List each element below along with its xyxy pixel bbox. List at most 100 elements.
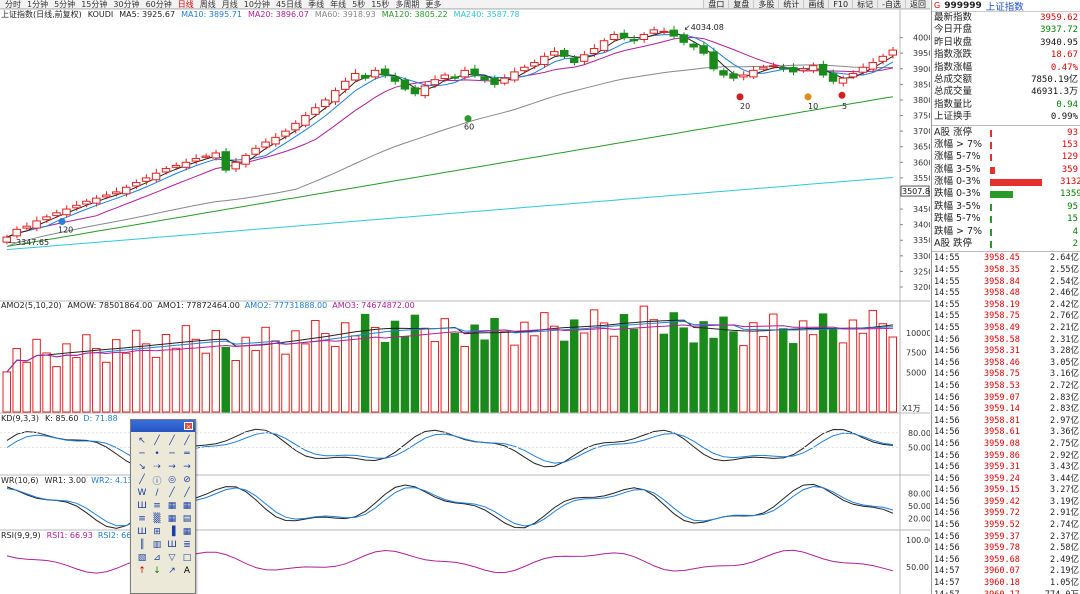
tick-row[interactable]: 14:56 3958.61 3.36亿 <box>932 427 1080 439</box>
period-5[interactable]: 60分钟 <box>145 0 172 9</box>
draw-tool-4-icon[interactable]: ─ <box>139 449 145 459</box>
draw-tool-9-icon[interactable]: ⇢ <box>153 462 161 472</box>
period-14[interactable]: 15秒 <box>371 0 390 9</box>
tool-button-8[interactable]: 返回 <box>905 0 930 8</box>
draw-tool-43-icon[interactable]: A <box>183 566 191 576</box>
tick-row[interactable]: 14:56 3958.31 3.28亿 <box>932 346 1080 358</box>
draw-tool-34-icon[interactable]: Ш <box>167 540 177 550</box>
tick-row[interactable]: 14:55 3958.49 2.21亿 <box>932 323 1080 335</box>
draw-tool-39-icon[interactable]: □ <box>182 553 192 563</box>
period-15[interactable]: 多周期 <box>395 0 420 9</box>
period-7[interactable]: 周线 <box>199 0 216 9</box>
draw-tool-33-icon[interactable]: ▥ <box>152 540 162 550</box>
chart-area[interactable]: 4000 3950 3900 3850 3800 3750 3700 3650 3600 3550… <box>0 9 930 594</box>
tick-row[interactable]: 14:55 3958.45 2.64亿 <box>932 253 1080 265</box>
period-10[interactable]: 45日线 <box>275 0 303 9</box>
draw-tool-24-icon[interactable]: ≡ <box>138 514 146 524</box>
draw-tool-8-icon[interactable]: ↘ <box>138 462 146 472</box>
draw-tool-2-icon[interactable]: ╱ <box>169 436 175 446</box>
draw-tool-0-icon[interactable]: ↖ <box>138 436 146 446</box>
kline-chart-svg[interactable]: 4000 3950 3900 3850 3800 3750 3700 3650 3600 3550… <box>0 9 930 594</box>
tick-row[interactable]: 14:56 3959.24 3.44亿 <box>932 474 1080 486</box>
draw-tool-28-icon[interactable]: Ш <box>137 527 147 537</box>
toolbox-titlebar[interactable]: × <box>131 420 195 432</box>
tool-button-0[interactable]: 盘口 <box>703 0 729 8</box>
tick-row[interactable]: 14:56 3959.68 2.49亿 <box>932 555 1080 567</box>
tick-row[interactable]: 14:55 3958.75 2.76亿 <box>932 311 1080 323</box>
tool-button-1[interactable]: 复盘 <box>728 0 754 8</box>
period-9[interactable]: 10分钟 <box>243 0 270 9</box>
period-3[interactable]: 15分钟 <box>81 0 108 9</box>
draw-tool-19-icon[interactable]: ╱ <box>184 488 190 498</box>
draw-tool-36-icon[interactable]: ▧ <box>137 553 147 563</box>
tick-row[interactable]: 14:56 3959.78 2.58亿 <box>932 543 1080 555</box>
period-16[interactable]: 更多 <box>425 0 442 9</box>
draw-tool-41-icon[interactable]: ↓ <box>153 566 161 576</box>
draw-tool-38-icon[interactable]: ▽ <box>168 553 176 563</box>
draw-tool-29-icon[interactable]: ⊞ <box>153 527 161 537</box>
period-2[interactable]: 5分钟 <box>54 0 76 9</box>
tick-list[interactable]: 14:55 3958.45 2.64亿 14:55 3958.35 2.55亿 14:55 3… <box>932 253 1080 594</box>
draw-tool-42-icon[interactable]: ↗ <box>168 566 176 576</box>
draw-tool-30-icon[interactable]: ▐ <box>168 527 176 537</box>
draw-tool-37-icon[interactable]: ⊿ <box>153 553 161 563</box>
drawing-toolbox[interactable]: × ↖ ╱ ╱ ╱ ─ • ─ ═ ↘ ⇢ → → ╱ ⓘ ◎ ⊘ W / ╱ ╱ Ш ≡ ▦ ▦ ≡ ▒ ▦ ▤ Ш ⊞ ▐ ▦ ║ ▥ Ш ≣ ▧ ⊿… <box>130 419 196 594</box>
tool-button-5[interactable]: F10 <box>828 0 853 8</box>
tick-row[interactable]: 14:56 3959.52 2.74亿 <box>932 520 1080 532</box>
draw-tool-5-icon[interactable]: • <box>154 449 160 459</box>
draw-tool-22-icon[interactable]: ▦ <box>167 501 177 511</box>
tick-row[interactable]: 14:56 3959.86 2.92亿 <box>932 451 1080 463</box>
tick-row[interactable]: 14:55 3958.19 2.42亿 <box>932 300 1080 312</box>
period-6[interactable]: 日线 <box>177 0 194 9</box>
draw-tool-1-icon[interactable]: ╱ <box>154 436 160 446</box>
draw-tool-13-icon[interactable]: ⓘ <box>152 476 162 487</box>
draw-tool-25-icon[interactable]: ▒ <box>153 514 161 524</box>
draw-tool-26-icon[interactable]: ▦ <box>167 514 177 524</box>
tick-row[interactable]: 14:56 3958.46 3.05亿 <box>932 358 1080 370</box>
draw-tool-3-icon[interactable]: ╱ <box>184 436 190 446</box>
tick-row[interactable]: 14:56 3959.14 2.83亿 <box>932 404 1080 416</box>
tool-button-2[interactable]: 多股 <box>753 0 779 8</box>
tick-row[interactable]: 14:56 3959.72 2.91亿 <box>932 508 1080 520</box>
period-13[interactable]: 5秒 <box>352 0 366 9</box>
period-8[interactable]: 月线 <box>221 0 238 9</box>
period-1[interactable]: 1分钟 <box>27 0 49 9</box>
tick-row[interactable]: 14:56 3958.81 2.97亿 <box>932 416 1080 428</box>
tick-row[interactable]: 14:56 3959.31 3.43亿 <box>932 462 1080 474</box>
period-4[interactable]: 30分钟 <box>113 0 140 9</box>
tick-row[interactable]: 14:56 3959.37 2.37亿 <box>932 532 1080 544</box>
draw-tool-14-icon[interactable]: ◎ <box>168 475 176 485</box>
draw-tool-35-icon[interactable]: ≣ <box>183 540 191 550</box>
tick-row[interactable]: 14:56 3959.15 3.27亿 <box>932 485 1080 497</box>
draw-tool-7-icon[interactable]: ═ <box>184 449 190 459</box>
tick-row[interactable]: 14:56 3958.75 3.16亿 <box>932 369 1080 381</box>
draw-tool-21-icon[interactable]: ≡ <box>153 501 161 511</box>
tool-button-3[interactable]: 统计 <box>778 0 804 8</box>
draw-tool-12-icon[interactable]: ╱ <box>139 475 145 485</box>
draw-tool-16-icon[interactable]: W <box>137 488 147 498</box>
tool-button-6[interactable]: 标记 <box>852 0 878 8</box>
draw-tool-17-icon[interactable]: / <box>155 488 159 498</box>
tick-row[interactable]: 14:56 3959.42 3.19亿 <box>932 497 1080 509</box>
draw-tool-18-icon[interactable]: ╱ <box>169 488 175 498</box>
draw-tool-15-icon[interactable]: ⊘ <box>183 475 191 485</box>
period-12[interactable]: 年线 <box>330 0 347 9</box>
close-icon[interactable]: × <box>184 422 193 431</box>
tick-row[interactable]: 14:56 3958.58 2.31亿 <box>932 335 1080 347</box>
draw-tool-20-icon[interactable]: Ш <box>137 501 147 511</box>
tick-row[interactable]: 14:55 3958.84 2.54亿 <box>932 277 1080 289</box>
tick-row[interactable]: 14:57 3960.07 2.19亿 <box>932 566 1080 578</box>
draw-tool-23-icon[interactable]: ▦ <box>182 501 192 511</box>
period-0[interactable]: 分时 <box>5 0 21 9</box>
tick-row[interactable]: 14:55 3958.48 2.46亿 <box>932 288 1080 300</box>
switch-icon[interactable]: G <box>934 1 941 10</box>
tick-row[interactable]: 14:55 3958.35 2.55亿 <box>932 265 1080 277</box>
draw-tool-10-icon[interactable]: → <box>168 462 176 472</box>
draw-tool-11-icon[interactable]: → <box>183 462 191 472</box>
draw-tool-27-icon[interactable]: ▤ <box>182 514 192 524</box>
draw-tool-40-icon[interactable]: ↑ <box>138 566 146 576</box>
tool-button-4[interactable]: 画线 <box>803 0 829 8</box>
tick-row[interactable]: 14:56 3959.08 2.75亿 <box>932 439 1080 451</box>
tick-row[interactable]: 14:56 3959.07 2.83亿 <box>932 393 1080 405</box>
